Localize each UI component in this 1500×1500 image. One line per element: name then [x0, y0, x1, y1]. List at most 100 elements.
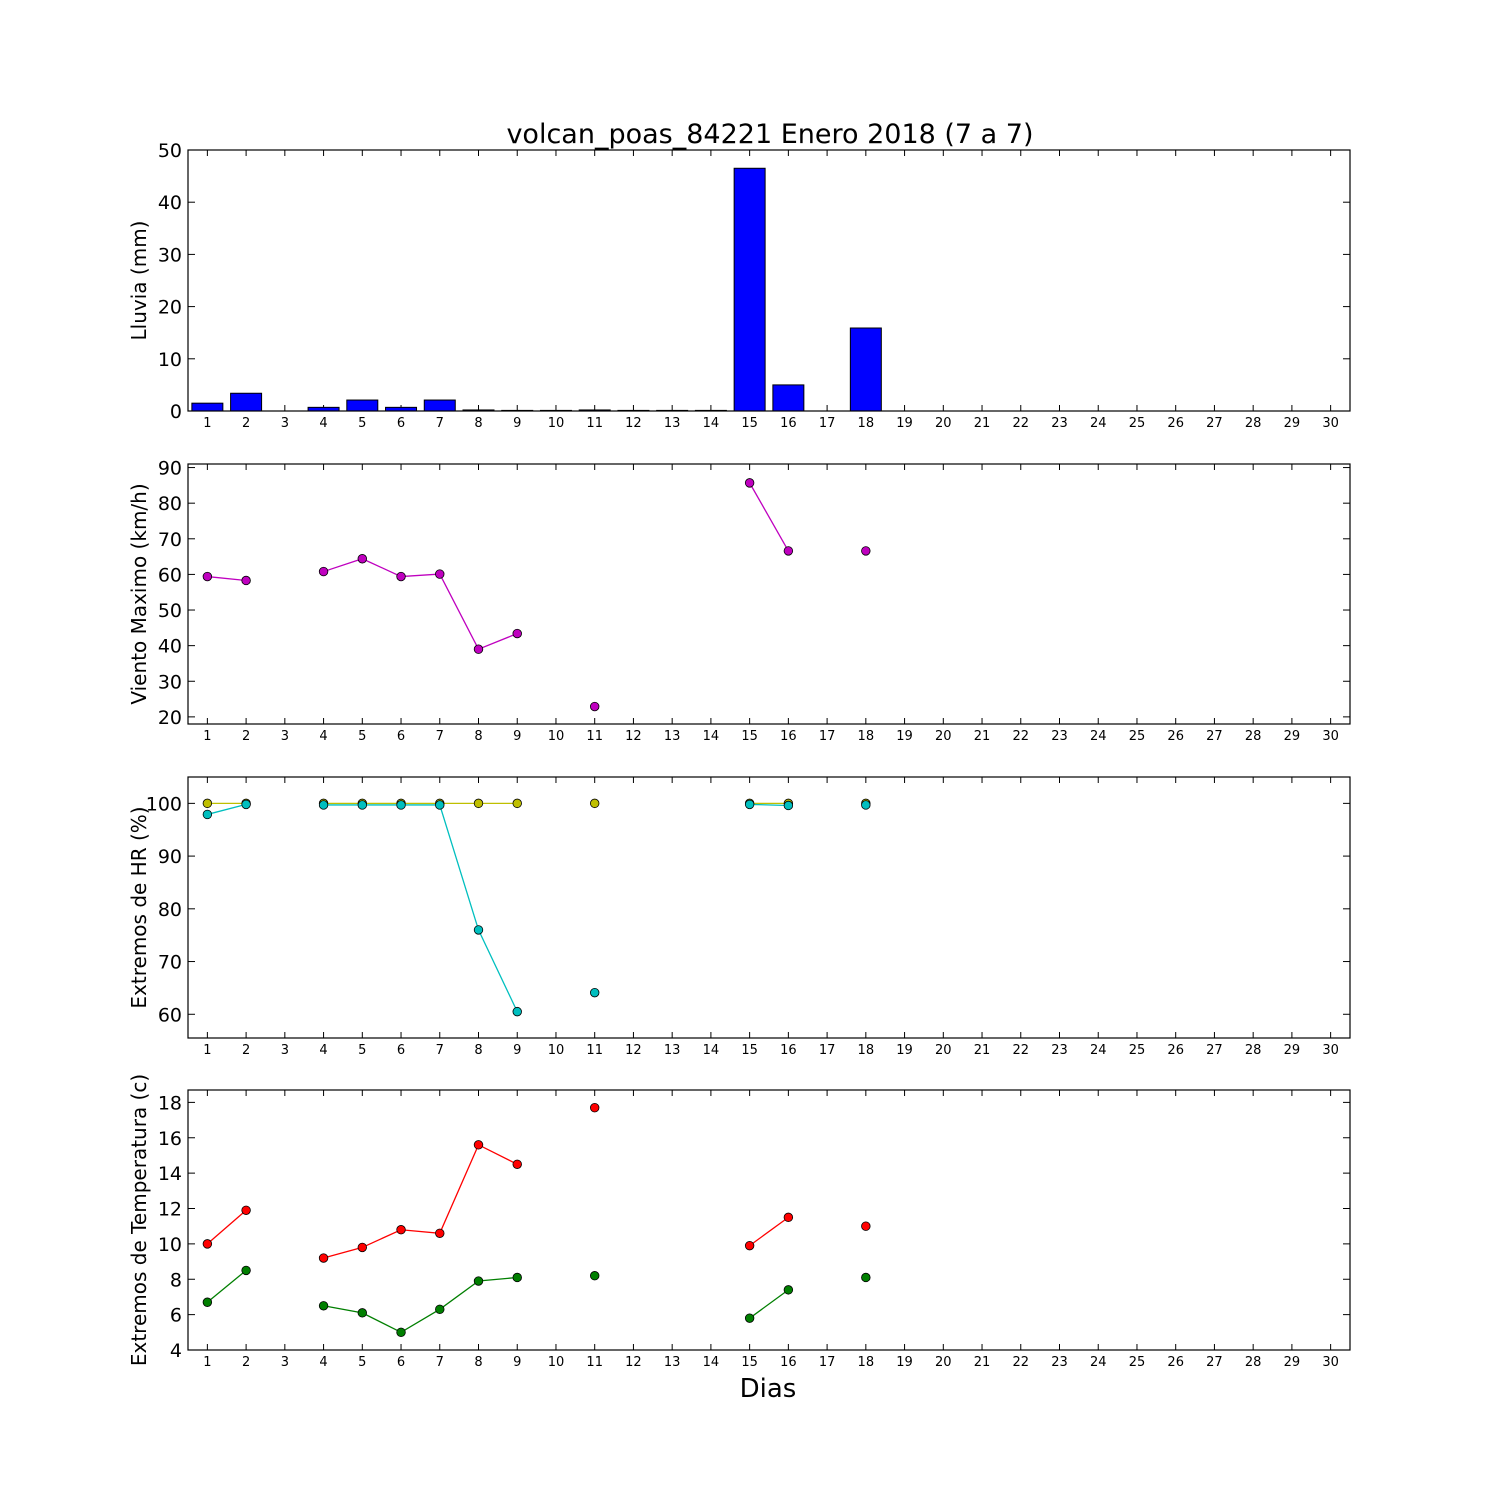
data-point: [473, 1276, 484, 1286]
data-point: [202, 809, 213, 820]
x-tick-label: 6: [397, 416, 405, 431]
series-line: [749, 482, 789, 552]
x-tick-label: 13: [664, 729, 681, 744]
series-line: [323, 1143, 518, 1259]
y-tick-label: 20: [158, 297, 182, 319]
x-tick-label: 10: [548, 729, 565, 744]
x-tick-label: 19: [896, 1043, 913, 1058]
x-tick-label: 7: [436, 416, 444, 431]
x-tick-label: 9: [513, 729, 521, 744]
y-tick-label: 40: [158, 192, 182, 214]
x-tick-label: 16: [780, 1355, 797, 1370]
x-tick-label: 4: [319, 416, 327, 431]
x-tick-label: 5: [358, 416, 366, 431]
y-axis-label: Extremos de Temperatura (c): [127, 1074, 151, 1366]
x-tick-label: 4: [319, 729, 327, 744]
data-point: [473, 925, 484, 935]
x-tick-label: 1: [203, 1043, 211, 1058]
x-tick-label: 5: [358, 1355, 366, 1370]
x-tick-label: 30: [1322, 729, 1339, 744]
y-tick-label: 10: [158, 349, 182, 371]
x-tick-label: 12: [625, 416, 642, 431]
y-tick-label: 90: [158, 846, 182, 868]
data-point: [357, 800, 368, 810]
x-tick-label: 28: [1245, 729, 1262, 744]
x-tick-label: 20: [935, 1355, 952, 1370]
bar: [230, 392, 263, 412]
x-tick-label: 1: [203, 729, 211, 744]
data-point: [435, 1228, 445, 1238]
data-point: [783, 546, 794, 556]
series-line: [323, 1276, 518, 1334]
y-tick-label: 100: [146, 793, 182, 815]
x-tick-label: 25: [1129, 1355, 1146, 1370]
data-point: [512, 798, 522, 809]
x-tick-label: 8: [474, 1355, 482, 1370]
x-tick-label: 10: [548, 416, 565, 431]
x-tick-label: 8: [474, 416, 482, 431]
series-line: [206, 1209, 247, 1245]
y-tick-label: 50: [158, 600, 182, 622]
data-point: [473, 644, 484, 654]
chart-title: volcan_poas_84221 Enero 2018 (7 a 7): [506, 119, 1033, 150]
data-point: [318, 800, 329, 810]
data-point: [396, 1327, 406, 1338]
data-point: [396, 800, 406, 810]
x-tick-label: 10: [548, 1355, 565, 1370]
x-tick-label: 22: [1012, 729, 1029, 744]
x-tick-label: 26: [1167, 416, 1184, 431]
y-tick-label: 6: [170, 1305, 182, 1327]
y-axis-label: Extremos de HR (%): [127, 806, 151, 1008]
x-tick-label: 13: [664, 1355, 681, 1370]
data-point: [435, 1304, 445, 1315]
x-tick-label: 19: [896, 729, 913, 744]
data-point: [202, 798, 213, 809]
data-point: [241, 1205, 251, 1215]
x-tick-label: 18: [858, 1355, 875, 1370]
series-line: [207, 803, 247, 816]
x-tick-label: 24: [1090, 729, 1107, 744]
x-tick-label: 6: [397, 1355, 405, 1370]
y-axis-label: Lluvia (mm): [127, 221, 151, 341]
series-line: [206, 1269, 247, 1303]
y-tick-label: 70: [158, 952, 182, 974]
series-line: [749, 1289, 789, 1319]
data-point: [512, 1159, 522, 1169]
x-tick-label: 15: [741, 729, 758, 744]
x-tick-label: 3: [281, 416, 289, 431]
x-tick-label: 30: [1322, 1355, 1339, 1370]
y-tick-label: 80: [158, 493, 182, 515]
y-tick-label: 8: [170, 1269, 182, 1291]
bar: [733, 167, 766, 412]
series-line: [323, 804, 518, 1012]
data-point: [783, 1212, 794, 1223]
series-line: [749, 1216, 789, 1247]
x-tick-label: 1: [203, 1355, 211, 1370]
y-tick-label: 12: [158, 1199, 182, 1221]
x-tick-label: 16: [780, 729, 797, 744]
data-point: [590, 798, 600, 809]
x-tick-label: 20: [935, 1043, 952, 1058]
x-tick-label: 30: [1322, 1043, 1339, 1058]
x-tick-label: 25: [1129, 1043, 1146, 1058]
x-tick-label: 10: [548, 1043, 565, 1058]
x-tick-label: 8: [474, 1043, 482, 1058]
data-point: [861, 1272, 871, 1283]
y-axis-label: Viento Maximo (km/h): [127, 483, 151, 704]
data-point: [396, 1225, 406, 1235]
data-point: [590, 1271, 600, 1281]
bar: [772, 384, 805, 412]
x-tick-label: 18: [858, 1043, 875, 1058]
x-tick-label: 13: [664, 1043, 681, 1058]
x-tick-label: 20: [935, 729, 952, 744]
data-point: [861, 546, 871, 556]
data-point: [590, 701, 600, 712]
x-tick-label: 29: [1284, 1043, 1301, 1058]
data-point: [861, 800, 871, 810]
y-tick-label: 10: [158, 1234, 182, 1256]
data-point: [202, 1297, 213, 1307]
x-tick-label: 12: [625, 1043, 642, 1058]
x-tick-label: 14: [703, 729, 720, 744]
